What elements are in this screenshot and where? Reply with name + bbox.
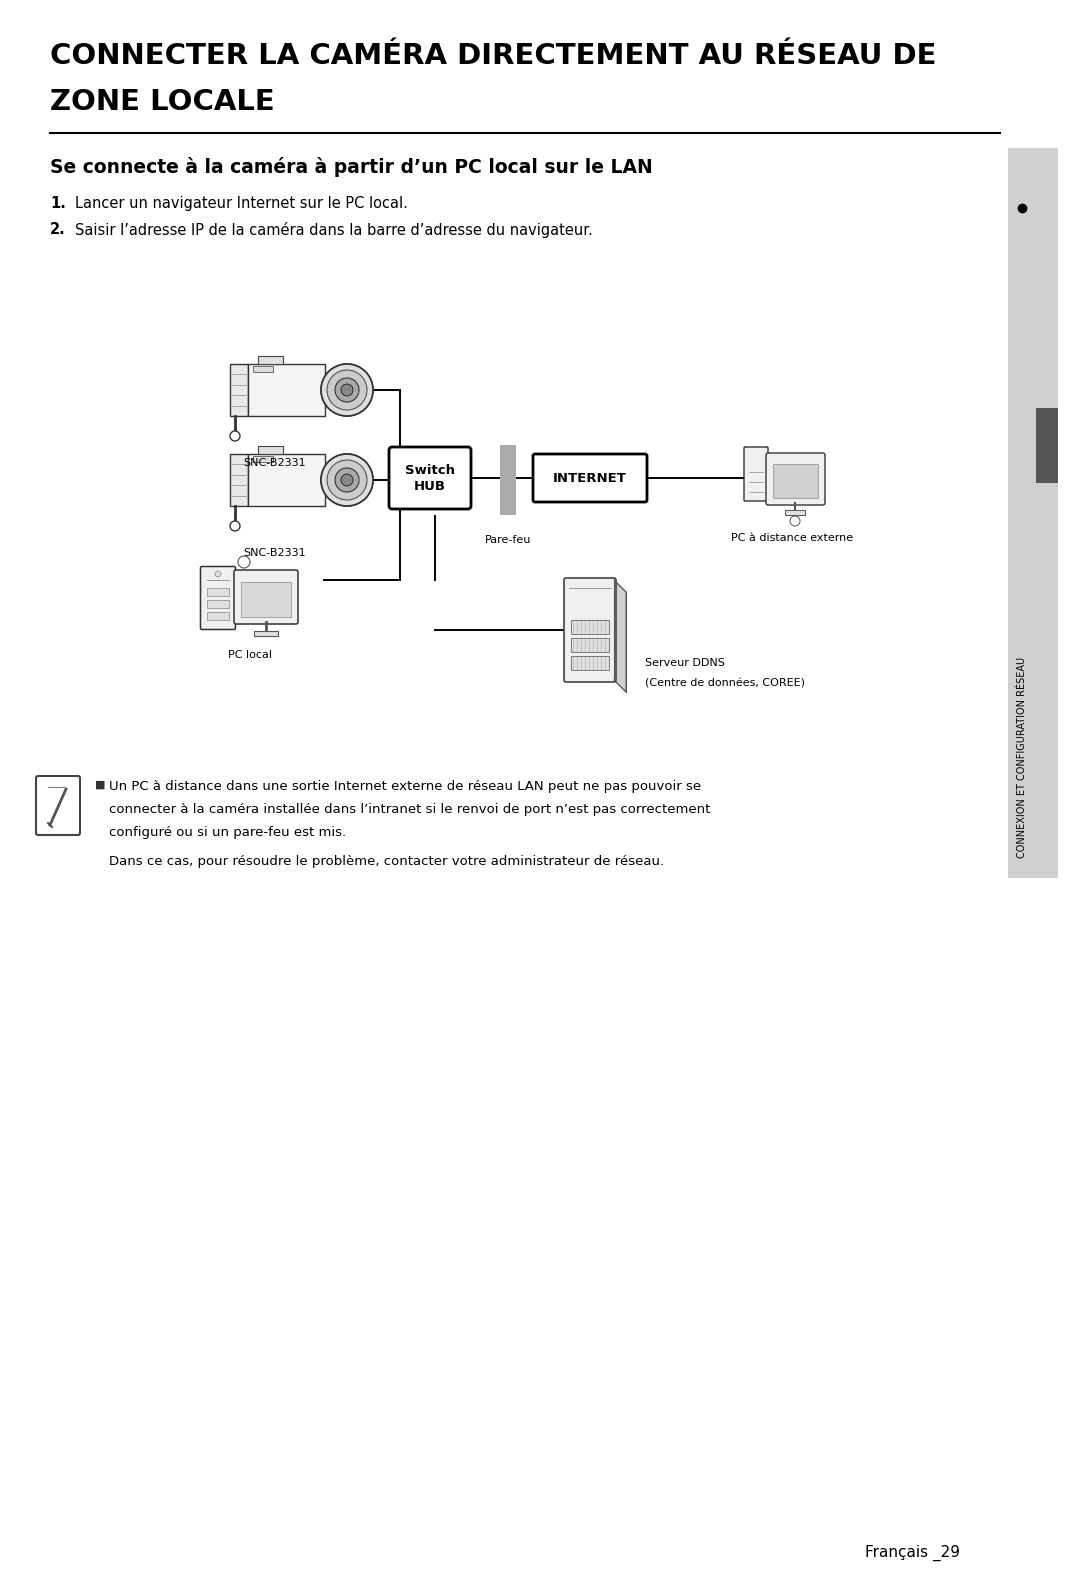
- Circle shape: [238, 556, 249, 569]
- Text: PC local: PC local: [228, 650, 272, 660]
- Text: Français _29: Français _29: [865, 1544, 960, 1562]
- FancyBboxPatch shape: [534, 454, 647, 503]
- Bar: [323, 470, 353, 490]
- Bar: [248, 454, 325, 506]
- Circle shape: [215, 570, 221, 577]
- Text: INTERNET: INTERNET: [553, 471, 626, 484]
- Circle shape: [321, 454, 373, 506]
- Bar: [258, 446, 283, 454]
- Text: ■: ■: [95, 779, 106, 790]
- Text: CONNECTER LA CAMÉRA DIRECTEMENT AU RÉSEAU DE: CONNECTER LA CAMÉRA DIRECTEMENT AU RÉSEA…: [50, 42, 936, 71]
- Text: Se connecte à la caméra à partir d’un PC local sur le LAN: Se connecte à la caméra à partir d’un PC…: [50, 157, 652, 178]
- Circle shape: [341, 383, 353, 396]
- Text: Saisir l’adresse IP de la caméra dans la barre d’adresse du navigateur.: Saisir l’adresse IP de la caméra dans la…: [75, 222, 593, 237]
- Text: 2.: 2.: [50, 222, 66, 237]
- Circle shape: [230, 430, 240, 441]
- Bar: [253, 456, 273, 462]
- Text: configuré ou si un pare-feu est mis.: configuré ou si un pare-feu est mis.: [109, 826, 346, 839]
- Bar: [785, 511, 805, 515]
- Bar: [230, 364, 248, 416]
- FancyBboxPatch shape: [744, 448, 768, 501]
- FancyBboxPatch shape: [234, 570, 298, 624]
- Bar: [207, 613, 229, 621]
- Circle shape: [341, 474, 353, 485]
- Text: Serveur DDNS: Serveur DDNS: [645, 658, 725, 668]
- Circle shape: [335, 379, 359, 402]
- Text: Lancer un navigateur Internet sur le PC local.: Lancer un navigateur Internet sur le PC …: [75, 196, 408, 211]
- FancyBboxPatch shape: [36, 776, 80, 836]
- Bar: [571, 657, 609, 669]
- Text: SNC-B2331: SNC-B2331: [244, 459, 307, 468]
- Text: SNC-B2331: SNC-B2331: [244, 548, 307, 558]
- Text: Dans ce cas, pour résoudre le problème, contacter votre administrateur de réseau: Dans ce cas, pour résoudre le problème, …: [109, 855, 664, 869]
- Circle shape: [327, 460, 367, 500]
- Polygon shape: [615, 580, 626, 691]
- Bar: [230, 454, 248, 506]
- Circle shape: [321, 454, 373, 506]
- FancyBboxPatch shape: [564, 578, 616, 682]
- Bar: [571, 638, 609, 652]
- Circle shape: [335, 468, 359, 492]
- Text: (Centre de données, COREE): (Centre de données, COREE): [645, 679, 805, 688]
- Circle shape: [321, 364, 373, 416]
- Bar: [207, 600, 229, 608]
- Circle shape: [327, 371, 367, 410]
- Circle shape: [789, 515, 800, 526]
- FancyBboxPatch shape: [389, 448, 471, 509]
- FancyBboxPatch shape: [201, 567, 235, 630]
- Bar: [773, 463, 818, 498]
- Bar: [571, 621, 609, 635]
- Bar: [248, 364, 325, 416]
- Circle shape: [230, 522, 240, 531]
- Bar: [1036, 408, 1058, 482]
- Text: Switch
HUB: Switch HUB: [405, 463, 455, 492]
- Bar: [500, 445, 516, 515]
- Text: PC à distance externe: PC à distance externe: [731, 533, 853, 544]
- Bar: [207, 588, 229, 595]
- Bar: [253, 366, 273, 372]
- Text: 1.: 1.: [50, 196, 66, 211]
- Bar: [254, 632, 278, 636]
- Circle shape: [321, 364, 373, 416]
- Bar: [241, 581, 291, 617]
- Text: Un PC à distance dans une sortie Internet externe de réseau LAN peut ne pas pouv: Un PC à distance dans une sortie Interne…: [109, 779, 701, 793]
- Text: CONNEXION ET CONFIGURATION RÉSEAU: CONNEXION ET CONFIGURATION RÉSEAU: [1017, 657, 1027, 858]
- Text: Pare-feu: Pare-feu: [485, 536, 531, 545]
- Bar: [323, 380, 353, 401]
- Bar: [1008, 148, 1058, 878]
- Text: ZONE LOCALE: ZONE LOCALE: [50, 88, 274, 116]
- FancyBboxPatch shape: [766, 452, 825, 504]
- Text: connecter à la caméra installée dans l’intranet si le renvoi de port n’est pas c: connecter à la caméra installée dans l’i…: [109, 803, 711, 815]
- Bar: [258, 357, 283, 364]
